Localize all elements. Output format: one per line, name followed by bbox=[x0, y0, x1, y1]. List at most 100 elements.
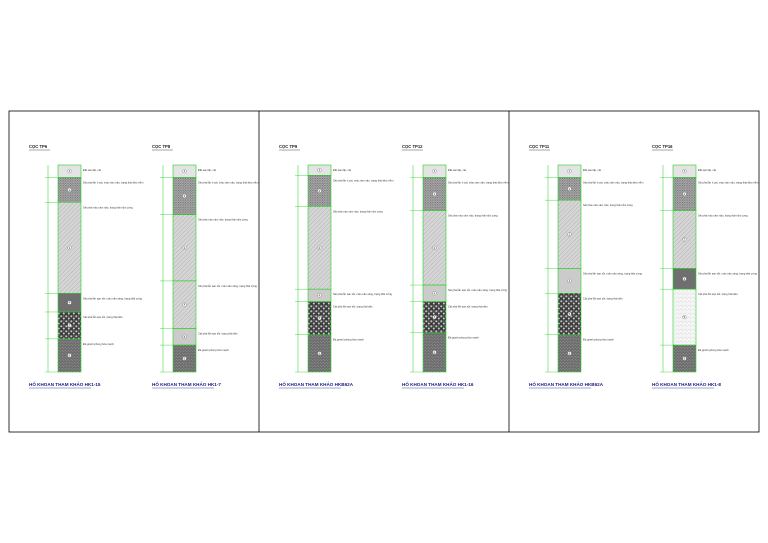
sheet-panel-3: CỌC TP11 1 Đất san lấp, cát 2 Sét pha lẫn ít… bbox=[529, 144, 758, 389]
layer-description: Sét pha màu xám nâu, trạng thái nửa cứng bbox=[448, 214, 498, 218]
layer-number: 3 bbox=[69, 246, 71, 250]
layer-description: Sét pha lẫn sạn sỏi, màu nâu vàng, trạng… bbox=[698, 271, 757, 276]
layer-number: 6 bbox=[569, 351, 571, 355]
layer-number-marker bbox=[682, 276, 687, 281]
layer-number: 5 bbox=[319, 316, 321, 320]
layer-number-marker bbox=[567, 311, 572, 317]
layer-description: Đất san lấp, cát bbox=[448, 168, 466, 172]
pile-label: CỌC TP9 bbox=[279, 144, 298, 149]
layer-number: 6 bbox=[69, 353, 71, 357]
pile-label: CỌC TP12 bbox=[402, 144, 423, 149]
layer-description: Sét pha lẫn sạn sỏi, màu nâu vàng, trạng… bbox=[198, 283, 257, 288]
layer-description: Đá granit phong hóa mạnh bbox=[83, 342, 114, 346]
layer-number: 3 bbox=[434, 246, 436, 250]
layer-number-marker bbox=[67, 300, 72, 305]
layer-number-marker bbox=[682, 237, 687, 242]
layer-number: 5 bbox=[184, 335, 186, 339]
layer-number-marker bbox=[432, 191, 437, 197]
borehole-log: CỌC TP6 1 Đất san lấp, cát 2 Sét pha lẫn ít … bbox=[29, 144, 143, 389]
layer-description: Đá granit phong hóa mạnh bbox=[698, 348, 729, 352]
layer-number-marker bbox=[432, 245, 437, 250]
layer-number: 4 bbox=[184, 303, 186, 307]
layer-number-marker bbox=[567, 232, 572, 237]
layer-number: 5 bbox=[434, 315, 436, 319]
layer-number: 2 bbox=[69, 188, 71, 192]
layer-description: Đá granit phong hóa mạnh bbox=[583, 338, 614, 342]
layer-number-marker bbox=[682, 169, 687, 174]
layer-number: 2 bbox=[434, 192, 436, 196]
layer-description: Cát pha lẫn sạn sỏi, trạng thái dẻo bbox=[83, 314, 123, 319]
layer-description: Sét pha màu xám nâu, trạng thái nửa cứng bbox=[698, 214, 748, 218]
layer-description: Sét pha màu xám nâu, trạng thái nửa cứng bbox=[583, 203, 633, 207]
borehole-log: CỌC TP16 1 Đất san lấp, cát 2 Sét pha lẫn ít… bbox=[652, 144, 758, 389]
layer-number-marker bbox=[432, 169, 437, 174]
layer-number-marker bbox=[182, 334, 187, 339]
layer-number-marker bbox=[317, 316, 322, 321]
borehole-log: CỌC TP9 1 Đất san lấp, cát 2 Sét pha lẫn ít … bbox=[279, 144, 393, 389]
layer-description: Sét pha lẫn sạn sỏi, màu nâu vàng, trạng… bbox=[448, 287, 507, 292]
layer-description: Đất san lấp, cát bbox=[198, 168, 216, 172]
sheet-panel-1: CỌC TP6 1 Đất san lấp, cát 2 Sét pha lẫn ít … bbox=[29, 144, 258, 389]
layer-number-marker bbox=[67, 187, 72, 192]
layer-number-marker bbox=[682, 356, 687, 361]
layer-number: 4 bbox=[319, 293, 321, 297]
layer-number: 4 bbox=[569, 279, 571, 283]
layer-number-marker bbox=[567, 278, 572, 283]
layer-description: Sét pha lẫn ít cát, màu xám nâu, trạng t… bbox=[333, 177, 393, 182]
layer-number: 5 bbox=[684, 315, 686, 319]
layer-number: 1 bbox=[184, 169, 186, 173]
layer-number-marker bbox=[67, 245, 72, 250]
layer-number-marker bbox=[317, 351, 322, 356]
pile-label: CỌC TP6 bbox=[29, 144, 48, 149]
pile-label: CỌC TP16 bbox=[652, 144, 673, 149]
borehole-reference: HỐ KHOAN THAM KHẢO HK1-15 bbox=[29, 381, 101, 387]
layer-description: Đá granit phong hóa mạnh bbox=[333, 338, 364, 342]
borehole-reference: HỐ KHOAN THAM KHẢO HKB62A bbox=[529, 381, 604, 387]
layer-number: 1 bbox=[434, 169, 436, 173]
layer-number-marker bbox=[67, 353, 72, 358]
layer-number-marker bbox=[682, 191, 687, 197]
layer-number-marker bbox=[317, 245, 322, 250]
layer-description: Sét pha lẫn ít cát, màu xám nâu, trạng t… bbox=[583, 179, 643, 184]
layer-description: Đá granit phong hóa mạnh bbox=[198, 348, 229, 352]
layer-description: Cát pha lẫn sạn sỏi, trạng thái dẻo bbox=[198, 331, 238, 336]
layer-description: Sét pha màu xám nâu, trạng thái nửa cứng bbox=[83, 205, 133, 209]
layer-number: 4 bbox=[684, 277, 686, 281]
layer-number-marker bbox=[567, 351, 572, 356]
layer-number: 2 bbox=[569, 187, 571, 191]
layer-number-marker bbox=[182, 169, 187, 174]
layer-number: 3 bbox=[684, 238, 686, 242]
layer-description: Sét pha lẫn sạn sỏi, màu nâu vàng, trạng… bbox=[583, 271, 642, 276]
pile-label: CỌC TP11 bbox=[529, 144, 550, 149]
layer-description: Sét pha lẫn ít cát, màu xám nâu, trạng t… bbox=[698, 179, 758, 184]
layer-number: 1 bbox=[319, 168, 321, 172]
layer-number: 5 bbox=[569, 312, 571, 316]
layer-number: 1 bbox=[684, 169, 686, 173]
layer-number: 2 bbox=[684, 192, 686, 196]
layer-number-marker bbox=[67, 323, 72, 328]
layer-description: Sét pha lẫn ít cát, màu xám nâu, trạng t… bbox=[198, 179, 258, 184]
layer-number: 3 bbox=[569, 232, 571, 236]
drawing-frame bbox=[8, 110, 760, 433]
layer-description: Đất san lấp, cát bbox=[698, 168, 716, 172]
layer-description: Sét pha lẫn ít cát, màu xám nâu, trạng t… bbox=[448, 179, 508, 184]
layer-number: 4 bbox=[434, 291, 436, 295]
layer-description: Sét pha lẫn sạn sỏi, màu nâu vàng, trạng… bbox=[333, 291, 392, 296]
layer-description: Cát pha lẫn sạn sỏi, trạng thái dẻo bbox=[583, 295, 623, 300]
layer-number-marker bbox=[682, 315, 687, 320]
layer-number-marker bbox=[432, 291, 437, 296]
layer-description: Sét pha màu xám nâu, trạng thái nửa cứng bbox=[333, 209, 383, 213]
layer-number-marker bbox=[317, 293, 322, 298]
layer-description: Sét pha lẫn sạn sỏi, màu nâu vàng, trạng… bbox=[83, 295, 142, 300]
layer-number-marker bbox=[67, 169, 72, 174]
layer-number-marker bbox=[317, 188, 322, 193]
layer-description: Đất san lấp, cát bbox=[333, 168, 351, 172]
layer-number: 6 bbox=[684, 357, 686, 361]
borehole-reference: HỐ KHOAN THAM KHẢO HK1-16 bbox=[402, 381, 474, 387]
borehole-reference: HỐ KHOAN THAM KHẢO HK1-7 bbox=[152, 381, 221, 387]
layer-description: Sét pha màu xám nâu, trạng thái nửa cứng bbox=[198, 218, 248, 222]
borehole-reference: HỐ KHOAN THAM KHẢO HKB62A bbox=[279, 381, 354, 387]
layer-number-marker bbox=[317, 168, 322, 173]
borehole-reference: HỐ KHOAN THAM KHẢO HK1-8 bbox=[652, 381, 721, 387]
layer-number: 1 bbox=[69, 169, 71, 173]
